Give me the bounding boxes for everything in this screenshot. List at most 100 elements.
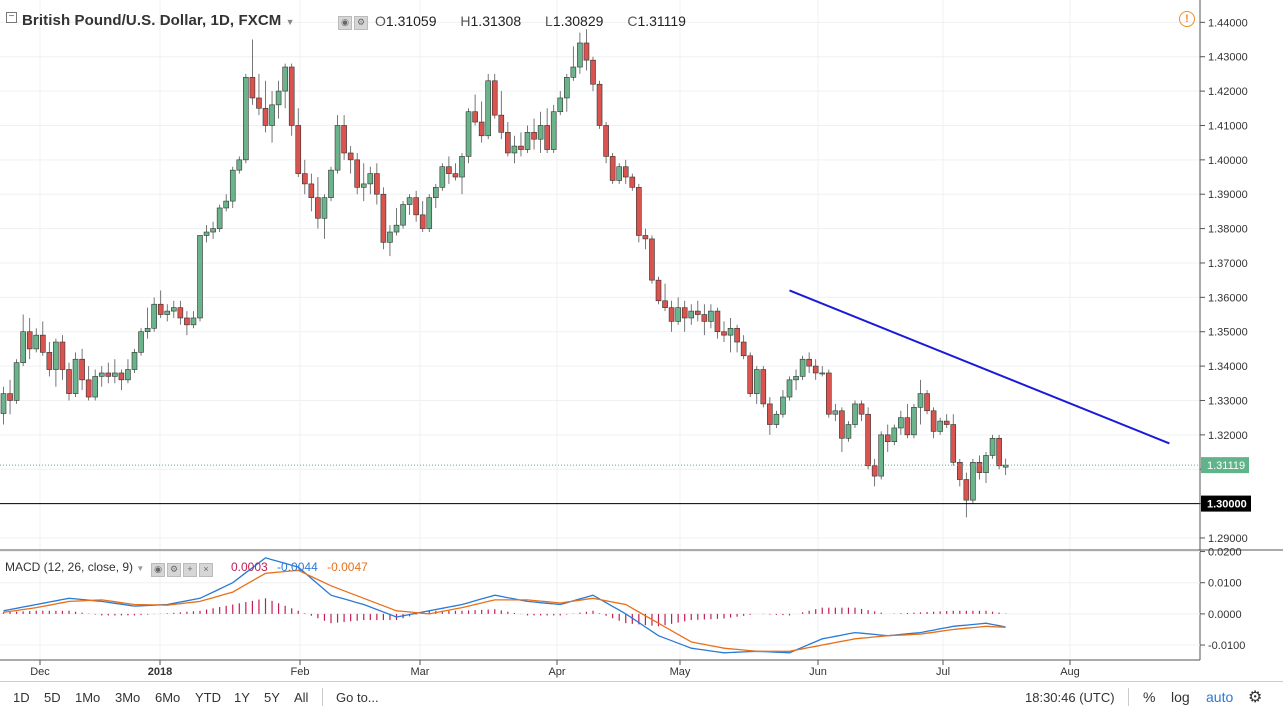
toolbar-divider <box>322 688 323 706</box>
auto-toggle[interactable]: auto <box>1206 689 1234 705</box>
candle-body <box>164 310 171 315</box>
eye-icon[interactable]: ◉ <box>151 562 165 577</box>
candle-body <box>871 465 878 477</box>
candle-body <box>184 317 190 326</box>
caret-down-icon[interactable]: ▼ <box>136 564 145 573</box>
candle-body <box>288 66 295 126</box>
timeframe-ytd[interactable]: YTD <box>195 690 221 705</box>
candle-body <box>59 341 66 370</box>
candle-body <box>387 231 393 243</box>
candle-body <box>701 314 708 322</box>
price-tick-label: 1.41000 <box>1208 120 1248 132</box>
eye-icon[interactable]: ◉ <box>338 15 352 30</box>
candle-body <box>616 166 623 181</box>
candle-body <box>171 307 177 312</box>
candle-body <box>197 235 203 319</box>
candle-body <box>452 173 459 178</box>
candle-body <box>970 462 976 501</box>
candle-body <box>577 42 583 68</box>
caret-down-icon[interactable]: ▼ <box>285 17 295 27</box>
time-tick-label: Mar <box>411 666 430 678</box>
price-tick-label: 1.29000 <box>1208 533 1248 545</box>
candle-body <box>446 166 452 174</box>
symbol-title[interactable]: British Pound/U.S. Dollar, 1D, FXCM ▼ <box>22 12 295 29</box>
candle-body <box>989 437 996 456</box>
price-tick-label: 1.43000 <box>1208 52 1248 64</box>
candle-body <box>976 462 983 473</box>
close-prefix: C <box>627 13 638 29</box>
candle-body <box>911 407 917 436</box>
candle-body <box>963 479 970 501</box>
candle-body <box>439 166 446 188</box>
candle-body <box>642 235 649 240</box>
candle-body <box>714 310 721 333</box>
candle-body <box>649 238 655 281</box>
candle-body <box>20 331 26 363</box>
utc-clock[interactable]: 18:30:46 (UTC) <box>1025 690 1115 705</box>
candle-body <box>681 307 688 319</box>
alert-icon[interactable]: ! <box>1179 11 1195 27</box>
timeframe-all[interactable]: All <box>294 690 309 705</box>
candle-body <box>249 77 256 99</box>
candle-body <box>256 97 262 109</box>
percent-toggle[interactable]: % <box>1143 689 1156 705</box>
timeframe-1mo[interactable]: 1Mo <box>75 690 101 705</box>
candle-body <box>367 173 374 185</box>
plus-icon[interactable]: + <box>183 562 197 577</box>
candle-body <box>177 307 184 319</box>
price-tick-label: 1.34000 <box>1208 361 1248 373</box>
gear-icon[interactable]: ⚙ <box>1248 689 1263 706</box>
candle-body <box>485 80 492 137</box>
high-value: 1.31308 <box>470 13 522 29</box>
candle-body <box>66 369 72 394</box>
settings-small-icon[interactable]: ⚙ <box>354 15 368 30</box>
candle-body <box>675 307 681 322</box>
candle-body <box>131 352 138 370</box>
candle-body <box>583 42 590 61</box>
log-toggle[interactable]: log <box>1171 689 1190 705</box>
header-icons: ◉ ⚙ <box>338 14 370 32</box>
macd-signal-line <box>3 569 1006 652</box>
macd-line-value: -0.0044 <box>277 560 318 574</box>
collapse-icon[interactable]: − <box>6 12 17 23</box>
timeframe-3mo[interactable]: 3Mo <box>115 690 141 705</box>
candle-body <box>858 403 865 415</box>
candle-body <box>937 420 943 432</box>
candle-body <box>845 424 852 439</box>
timeframe-5d[interactable]: 5D <box>44 690 61 705</box>
candle-body <box>393 224 400 233</box>
goto-button[interactable]: Go to... <box>336 690 379 705</box>
timeframe-5y[interactable]: 5Y <box>264 690 280 705</box>
candle-body <box>780 396 786 415</box>
support-badge-label: 1.30000 <box>1207 499 1247 511</box>
settings-small-icon[interactable]: ⚙ <box>167 562 181 577</box>
timeframe-1y[interactable]: 1Y <box>234 690 250 705</box>
candle-body <box>852 403 858 425</box>
symbol-title-text: British Pound/U.S. Dollar, 1D, FXCM <box>22 12 282 29</box>
timeframe-6mo[interactable]: 6Mo <box>155 690 181 705</box>
candle-body <box>13 362 20 401</box>
close-icon[interactable]: × <box>199 562 213 577</box>
candle-body <box>203 231 210 236</box>
timeframe-1d[interactable]: 1D <box>13 690 30 705</box>
candle-body <box>570 66 577 78</box>
candle-body <box>321 197 328 219</box>
macd-tick-label: -0.0100 <box>1208 640 1245 652</box>
candle-body <box>7 393 13 401</box>
time-tick-label: May <box>670 666 691 678</box>
candle-body <box>269 104 275 126</box>
candle-body <box>917 393 924 408</box>
candle-body <box>662 300 668 308</box>
price-tick-label: 1.35000 <box>1208 327 1248 339</box>
candle-body <box>46 352 53 370</box>
time-tick-label: Apr <box>548 666 565 678</box>
candle-body <box>668 307 675 322</box>
candle-body <box>740 341 747 357</box>
macd-label[interactable]: MACD (12, 26, close, 9) <box>5 560 134 574</box>
ohlc-readout: O1.31059 H1.31308 L1.30829 C1.31119 <box>375 13 706 29</box>
candle-body <box>498 114 505 133</box>
candle-body <box>301 173 308 185</box>
high-prefix: H <box>460 13 471 29</box>
candle-body <box>413 197 419 216</box>
